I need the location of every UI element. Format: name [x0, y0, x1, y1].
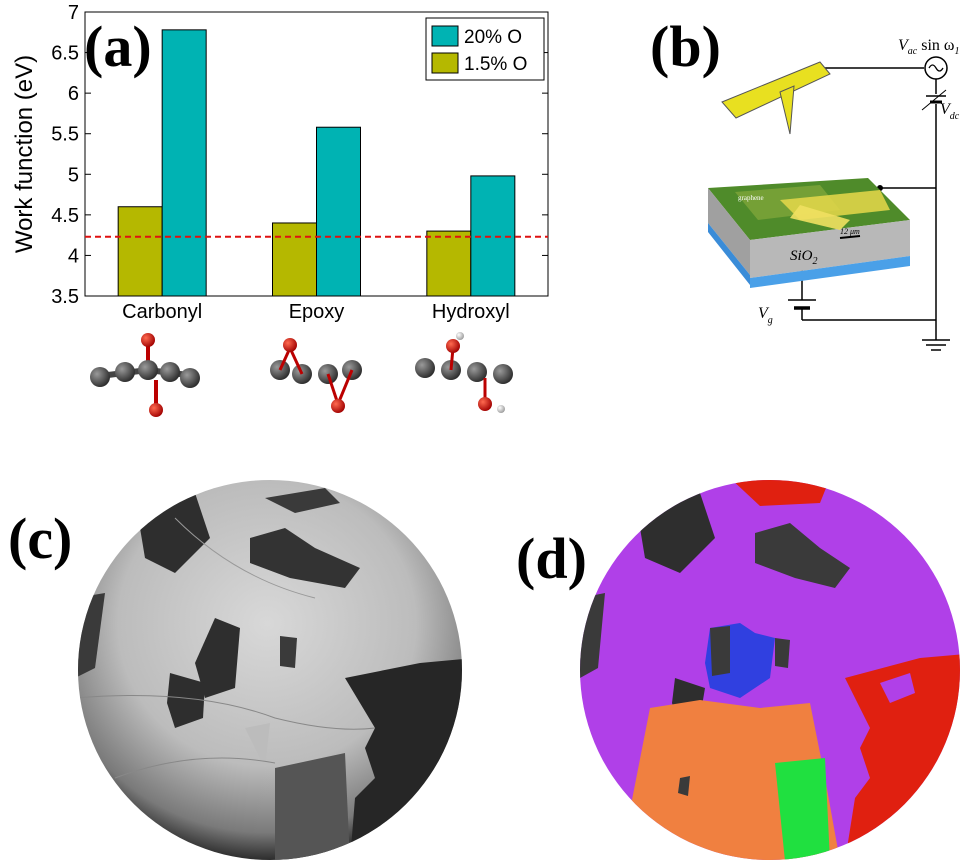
- molecule-structures: [90, 332, 513, 417]
- y-tick-label: 3.5: [51, 286, 79, 308]
- panel-label-d: (d): [516, 526, 587, 591]
- bar-1-5-o-carbonyl: [117, 206, 163, 297]
- work-function-bar-chart: 3.5 4 4.5 5 5.5 6 6.5 7 Work function (eV) Carbon…: [11, 2, 549, 323]
- scale-bar-label: 12 μm: [840, 227, 860, 236]
- bar-1-5-o-hydroxyl: [426, 230, 472, 297]
- hydroxyl-molecule: [415, 332, 513, 413]
- panel-label-a: (a): [84, 14, 152, 79]
- legend-swatch: [431, 25, 459, 47]
- epoxy-molecule: [270, 338, 362, 413]
- x-tick-label: Epoxy: [289, 301, 345, 323]
- vdc-label: Vdc: [940, 101, 960, 122]
- y-tick-label: 5.5: [51, 124, 79, 146]
- y-tick-label: 7: [68, 2, 79, 24]
- bar-20-o-carbonyl: [161, 29, 207, 297]
- leem-micrograph-grayscale: [78, 480, 462, 860]
- legend-swatch: [431, 52, 459, 74]
- vac-label: Vac sin ω1t: [898, 37, 960, 57]
- sio2-label: SiO2: [790, 248, 818, 267]
- y-tick-label: 4.5: [51, 205, 79, 227]
- carbonyl-molecule: [90, 333, 200, 417]
- dc-battery-icon: [921, 89, 948, 111]
- kpfm-schematic: Vac sin ω1t Vdc Vg SiO2 graphene 12 μm: [708, 37, 960, 351]
- x-tick-label: Hydroxyl: [432, 301, 510, 323]
- legend-label: 1.5% O: [464, 54, 527, 75]
- y-tick-label: 5: [68, 164, 79, 186]
- x-tick-label: Carbonyl: [122, 301, 202, 323]
- graphene-label: graphene: [738, 194, 764, 202]
- panel-label-c: (c): [8, 506, 73, 571]
- leem-micrograph-colored: [580, 480, 960, 860]
- y-axis-label: Work function (eV): [11, 55, 38, 253]
- substrate-block: [708, 178, 910, 288]
- y-tick-label: 6.5: [51, 43, 79, 65]
- vg-label: Vg: [758, 305, 773, 326]
- y-tick-label: 6: [68, 83, 79, 105]
- y-tick-label: 4: [68, 245, 79, 267]
- legend-label: 20% O: [464, 27, 522, 48]
- bar-1-5-o-epoxy: [272, 222, 317, 297]
- bar-20-o-epoxy: [316, 126, 361, 297]
- panel-label-b: (b): [650, 14, 721, 79]
